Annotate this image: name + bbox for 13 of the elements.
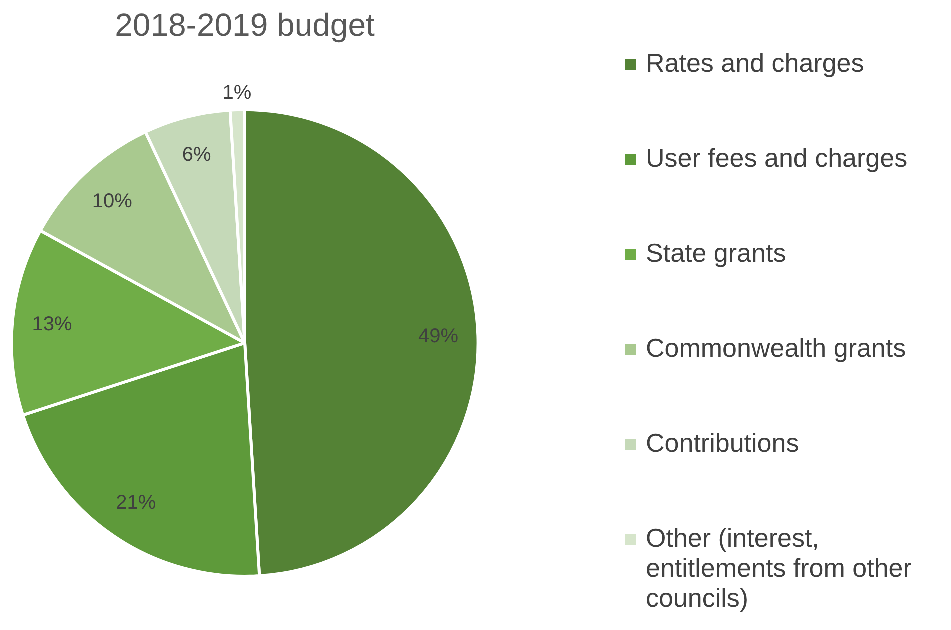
legend-label: Other (interest, entitlements from other councils) xyxy=(646,523,913,613)
data-label: 49% xyxy=(418,326,459,348)
data-label: 10% xyxy=(92,190,133,213)
chart-title: 2018-2019 budget xyxy=(115,7,376,44)
legend-label: Contributions xyxy=(646,428,800,458)
legend-label: Rates and charges xyxy=(646,48,864,78)
data-label: 6% xyxy=(182,144,212,166)
data-label: 1% xyxy=(222,82,252,104)
legend-label: User fees and charges xyxy=(646,143,908,173)
data-label: 21% xyxy=(116,492,156,514)
legend-label: State grants xyxy=(646,238,786,268)
data-label: 13% xyxy=(32,313,72,336)
legend-label: Commonwealth grants xyxy=(646,333,906,363)
